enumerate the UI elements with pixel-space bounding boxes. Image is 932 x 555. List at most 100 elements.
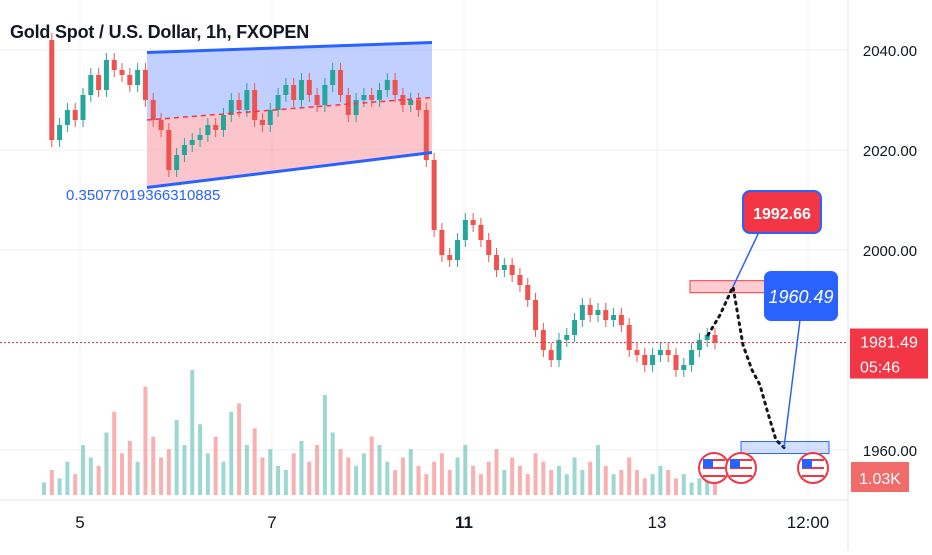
candle-body [322,85,328,105]
volume-bar [104,432,109,495]
flag-stripe [730,471,752,473]
x-tick-label: 7 [267,513,276,532]
y-tick-label: 1960.00 [863,443,917,460]
candle-body [696,340,702,350]
volume-bar [57,478,62,495]
volume-bar [244,445,249,495]
y-tick-label: 2000.00 [863,243,917,260]
volume-bar [299,440,304,495]
candle-body [618,315,624,325]
volume-bar [377,445,382,495]
volume-bar [346,457,351,495]
candle-body [135,70,141,85]
candle-body [408,100,414,105]
volume-bar [400,457,405,495]
volume-bar [213,436,218,495]
volume-bar [517,465,522,495]
candle-body [150,100,156,120]
volume-bar [666,470,671,495]
chart-title: Gold Spot / U.S. Dollar, 1h, FXOPEN [10,22,310,42]
channel-lower-line [146,151,433,189]
volume-bar [65,461,70,495]
volume-bar [478,474,483,495]
volume-bar [135,461,140,495]
volume-bar [151,436,156,495]
volume-bar [88,457,93,495]
volume-bar [182,445,187,495]
channel-mid-line [146,96,433,121]
candle-body [525,285,531,300]
candle-body [533,300,539,330]
candle-body [704,335,710,340]
candle-body [228,100,234,115]
flag-stripe [703,463,725,465]
volume-bar [385,461,390,495]
flag-stripe [730,463,752,465]
volume-bar [49,470,54,495]
candle-body [298,80,304,100]
candle-body [634,350,640,355]
flag-canton [802,459,812,468]
x-tick-label: 12:00 [787,513,830,532]
volume-bar [424,474,429,495]
candle-body [501,265,507,270]
volume-bar [120,453,125,495]
candle-body [314,95,320,105]
volume-bar [96,465,101,495]
callout-blue-label: 1960.49 [768,287,833,307]
candle-body [579,305,585,320]
callout-blue-pointer [783,319,801,448]
volume-bar [268,449,273,495]
candle-body [72,110,78,120]
volume-label: 1.03K [859,471,901,488]
candle-body [673,355,679,370]
volume-bar [556,465,561,495]
volume-bar [252,428,257,495]
candle-body [236,100,242,110]
volume-bar [502,470,507,495]
volume-bar [533,453,538,495]
callout-red-label: 1992.66 [753,206,811,223]
current-price-label: 1981.49 [860,335,918,352]
volume-bar [471,465,476,495]
flag-stripe [730,467,752,469]
volume-bar [650,474,655,495]
candle-body [595,310,601,315]
volume-bar [416,465,421,495]
volume-bar [159,457,164,495]
candle-body [587,305,593,315]
flag-stripe [802,463,824,465]
candle-body [642,355,648,365]
volume-bar [595,445,600,495]
volume-bar [260,457,265,495]
volume-bar [541,461,546,495]
volume-bar [354,465,359,495]
candle-body [96,75,102,90]
candle-body [111,60,117,70]
volume-bar [619,470,624,495]
candle-body [431,160,437,230]
candle-body [166,130,172,170]
candle-body [416,100,422,110]
candle-body [345,95,351,115]
candle-body [353,100,359,115]
candle-body [369,95,375,100]
candle-body [377,90,382,100]
volume-bar [330,432,335,495]
volume-bar [627,457,632,495]
flag-stripe [802,467,824,469]
volume-bar [73,474,78,495]
volume-bar [580,470,585,495]
flag-stripe [703,467,725,469]
volume-bar [705,474,710,495]
volume-bar [463,445,468,495]
volume-bar [198,424,203,495]
volume-bar [525,474,530,495]
volume-bar [143,386,148,495]
volume-bar [112,411,117,495]
candle-body [220,115,226,130]
candle-body [509,265,515,275]
candle-body [603,310,609,320]
volume-bar [447,470,452,495]
